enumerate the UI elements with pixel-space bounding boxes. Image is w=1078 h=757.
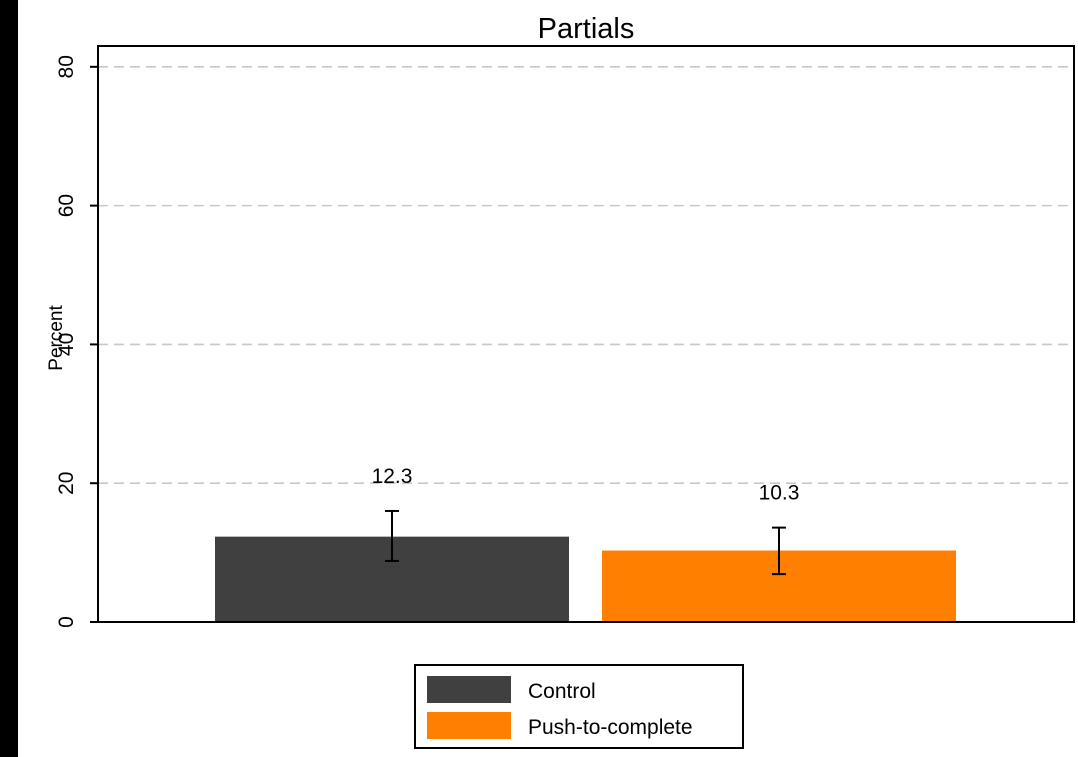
legend-label-push: Push-to-complete	[528, 716, 693, 739]
legend-label-control: Control	[528, 680, 596, 703]
plot-frame	[97, 45, 1075, 623]
data-label: 10.3	[759, 482, 800, 505]
data-labels: 12.3 10.3	[372, 465, 800, 505]
y-tick-label: 20	[55, 472, 78, 495]
bar-chart: Partials 12.3 10.3 0 20 40 60 80 Percent Cont…	[46, 13, 1075, 749]
y-tick-label: 60	[55, 194, 78, 217]
data-label: 12.3	[372, 465, 413, 488]
error-bars	[385, 509, 786, 576]
y-tick-label: 80	[55, 55, 78, 78]
chart-title: Partials	[538, 13, 635, 45]
chart-figure: Partials 12.3 10.3 0 20 40 60 80 Percent Cont…	[18, 0, 1078, 757]
y-tick-label: 40	[55, 333, 78, 356]
bars	[215, 536, 956, 622]
legend-swatch-push	[427, 712, 511, 739]
legend: Control Push-to-complete	[414, 664, 744, 749]
y-tick-label: 0	[55, 616, 78, 628]
legend-swatch-control	[427, 676, 511, 703]
y-axis-label: Percent	[46, 305, 67, 371]
y-axis: 0 20 40 60 80	[55, 55, 98, 628]
